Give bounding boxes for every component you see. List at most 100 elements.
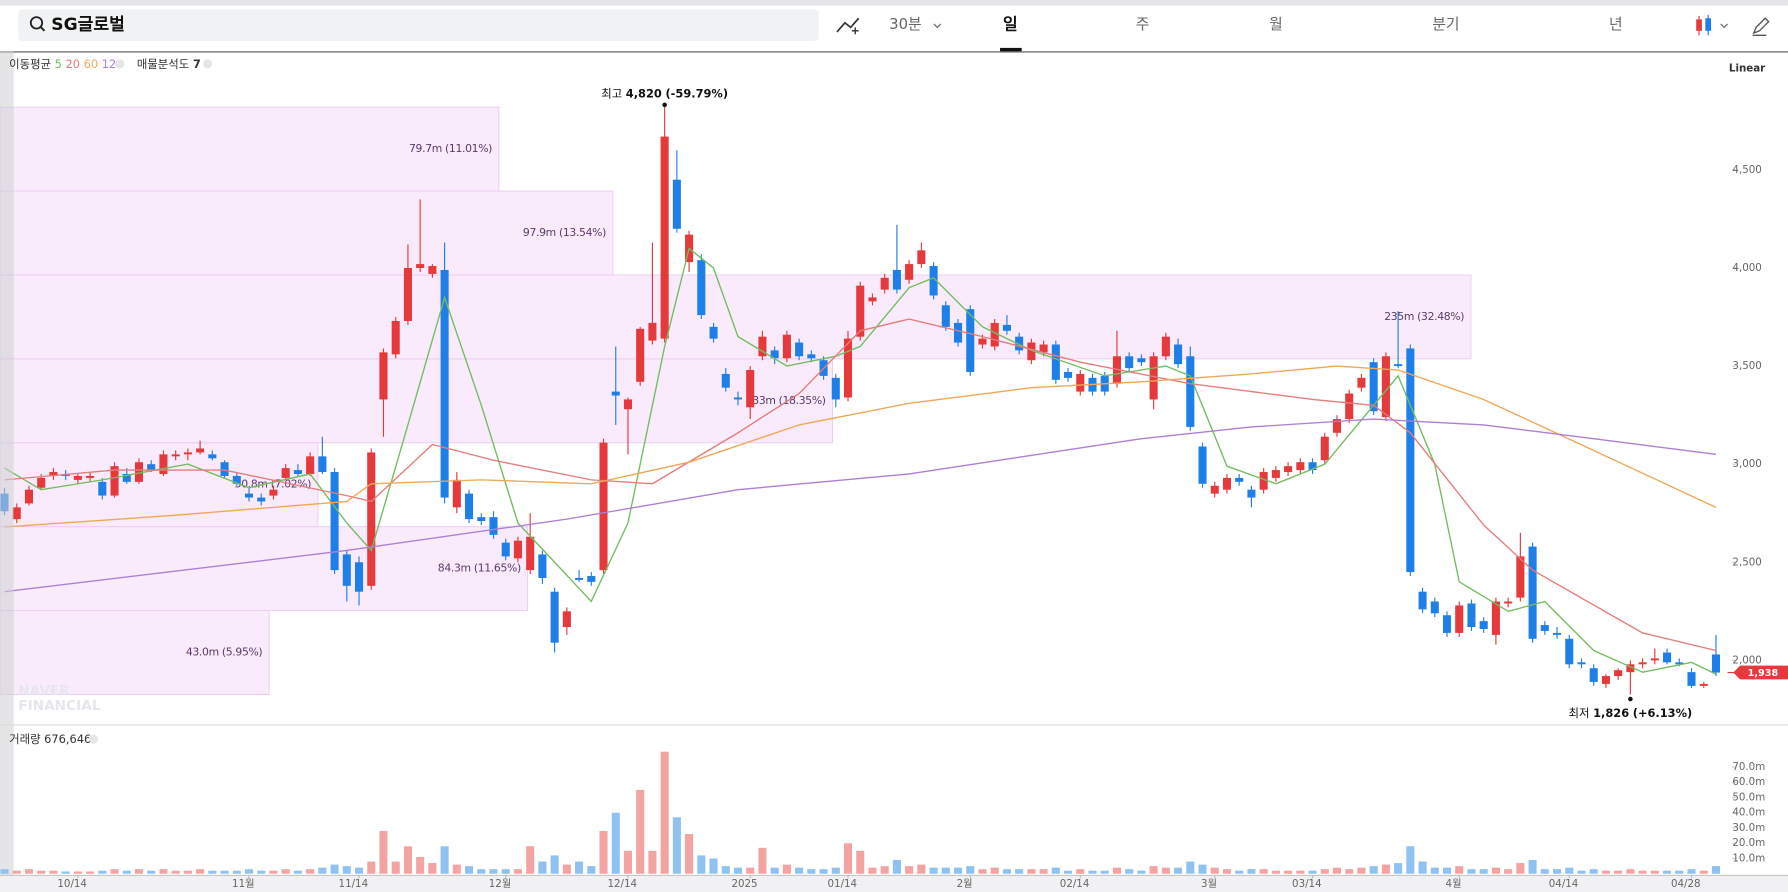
volume-bar [1137, 870, 1146, 874]
candle-body [1332, 419, 1342, 433]
candle-body [440, 269, 449, 498]
remove-icon[interactable] [115, 59, 125, 69]
y-tick-label: 2,500 [1732, 556, 1761, 568]
volume-bar [1589, 869, 1598, 874]
volume-bar [183, 870, 192, 874]
remove-icon[interactable] [202, 59, 213, 69]
extreme-title: 최저 [1569, 705, 1590, 719]
volume-bar [709, 858, 718, 874]
period-tab[interactable]: 일 [1003, 15, 1018, 34]
candle-body [709, 326, 718, 339]
period-tab[interactable]: 30분 [889, 16, 921, 33]
extreme-price: 1,826 [1593, 705, 1629, 719]
draw-icon[interactable] [1752, 17, 1770, 37]
extreme-change: (+6.13%) [1633, 705, 1692, 719]
volume-panel: 10.0m 20.0m 30.0m 40.0m 50.0m 60.0m 70.0m [0, 751, 1765, 874]
volume-profile-label: 84.3m (11.65%) [438, 562, 521, 575]
period-tabs: 30분 일 주 월 분기 년 [889, 15, 1622, 34]
volume-bar [685, 834, 694, 874]
volume-bar [391, 861, 400, 874]
x-axis-strip [0, 874, 1788, 892]
volume-bar [1002, 869, 1011, 874]
candle-body [513, 540, 522, 559]
x-tick-label: 11/14 [339, 878, 369, 890]
candle-body [342, 554, 351, 586]
volume-profile-box [0, 106, 500, 192]
candle-body [1308, 462, 1317, 471]
candle-body [1015, 336, 1024, 351]
candle-body [1137, 358, 1146, 363]
indicator-icon[interactable] [836, 17, 860, 33]
search-icon [29, 16, 44, 30]
candle-body [1222, 477, 1232, 490]
chart-type-icon[interactable] [1696, 14, 1712, 36]
candle-body [1442, 615, 1452, 633]
volume-profile-label: 50.8m (7.02%) [235, 478, 312, 491]
extreme-label: 최고 4,820 (-59.79%) [601, 86, 728, 100]
candle-body [660, 136, 669, 339]
extreme-dot [662, 102, 667, 108]
search-box[interactable] [18, 9, 819, 42]
volume-bar [868, 867, 877, 874]
volume-bar [452, 864, 461, 874]
moving-average [4, 247, 1717, 675]
candle-body [293, 470, 302, 474]
legend-item[interactable]: 60 [84, 56, 98, 70]
remove-icon[interactable] [88, 734, 99, 744]
volume-bar [257, 870, 266, 874]
candle-body [391, 320, 400, 355]
volume-bar [281, 869, 290, 874]
volume-bar [550, 855, 559, 874]
moving-average [4, 418, 1717, 593]
search-text[interactable]: SG글로벌 [51, 15, 125, 35]
scale-mode[interactable]: Linear [1729, 62, 1766, 74]
volume-bar [98, 870, 107, 874]
period-tab[interactable]: 월 [1269, 16, 1283, 33]
volume-bar [1467, 869, 1476, 874]
candle-body [501, 542, 510, 557]
volume-bar [1076, 869, 1085, 874]
candle-body [1638, 662, 1647, 665]
candle-body [1394, 364, 1403, 367]
volume-bar [1479, 869, 1488, 874]
candle-body [110, 466, 119, 496]
x-tick-label: 2025 [731, 878, 757, 890]
candle-body [929, 266, 938, 296]
volume-bar [856, 850, 865, 874]
candle-body [1601, 676, 1610, 684]
volume-bar [49, 870, 58, 874]
x-tick-label: 04/28 [1671, 878, 1701, 890]
volume-bar [1528, 860, 1537, 874]
volume-bar [1442, 867, 1452, 874]
candle-body [24, 489, 34, 504]
volume-bar [232, 870, 241, 874]
volume-bar [342, 866, 351, 874]
volume-bar [795, 867, 804, 874]
volume-bar [159, 869, 168, 874]
volume-bar [941, 867, 950, 874]
volume-bar [1552, 869, 1562, 874]
volume-profile-box [0, 526, 529, 612]
x-tick-label: 02/14 [1060, 878, 1090, 890]
candle-body [1540, 625, 1549, 631]
candle-body [1455, 605, 1464, 633]
candle-body [1528, 546, 1537, 639]
candle-body [856, 285, 865, 337]
volume-bar [770, 867, 779, 874]
legend-item[interactable]: 20 [66, 56, 80, 70]
candle-body [1039, 344, 1048, 353]
dropdown-caret [933, 23, 942, 29]
x-axis: 10/14 11월 11/14 12월 12/14 2025 01/14 2월 02/14 3월 0… [57, 874, 1701, 890]
period-tab[interactable]: 년 [1609, 16, 1623, 33]
candle-body [953, 322, 963, 343]
volume-bar [1027, 869, 1036, 874]
candle-body [37, 477, 46, 488]
legend-item[interactable]: 5 [55, 56, 62, 70]
candle-body [1650, 658, 1659, 661]
period-tab[interactable]: 주 [1136, 16, 1150, 33]
volume-bar [122, 870, 131, 874]
period-tab[interactable]: 분기 [1432, 16, 1459, 33]
candle-body [1027, 342, 1036, 361]
volume-profile-label: 43.0m (5.95%) [186, 646, 263, 659]
